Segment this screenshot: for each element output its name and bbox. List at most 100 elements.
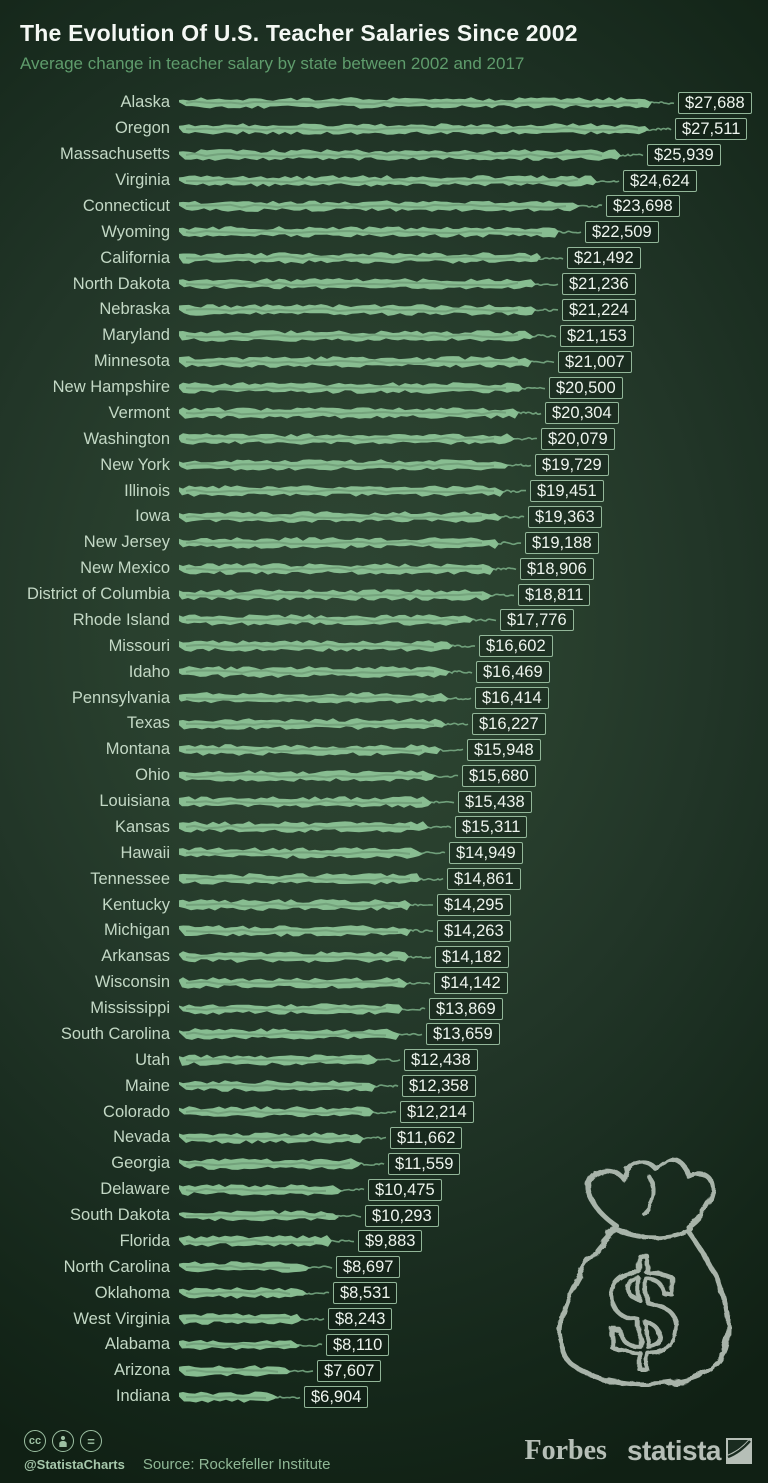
state-label: Oklahoma: [94, 1283, 170, 1302]
value-label: $14,263: [437, 919, 511, 942]
bar-row: Mississippi $13,869: [0, 996, 768, 1022]
bar: [179, 847, 446, 860]
state-label: Colorado: [103, 1102, 170, 1121]
value-label: $20,304: [545, 402, 619, 425]
bar-row: Hawaii $14,949: [0, 840, 768, 866]
value-label: $21,492: [567, 247, 641, 270]
bar-row: Rhode Island $17,776: [0, 608, 768, 634]
page-subtitle: Average change in teacher salary by stat…: [20, 54, 525, 73]
bar: [179, 536, 522, 549]
value-label: $8,110: [326, 1333, 390, 1356]
bar-row: North Carolina $8,697: [0, 1254, 768, 1280]
value-label: $21,153: [560, 324, 634, 347]
state-label: Minnesota: [93, 352, 170, 371]
bar: [179, 1080, 399, 1092]
state-label: North Dakota: [72, 274, 170, 293]
state-label: New Jersey: [83, 533, 170, 552]
state-label: Arkansas: [101, 947, 170, 966]
value-label: $21,236: [562, 273, 636, 296]
attribution-icon: [52, 1430, 74, 1452]
value-label: $14,182: [435, 945, 509, 968]
state-label: Indiana: [115, 1387, 170, 1406]
state-label: New Hampshire: [52, 378, 170, 397]
bar-rows: Alaska $27,688 Oregon $27,511 Massachuse…: [0, 90, 768, 1410]
state-label: Kentucky: [102, 895, 170, 914]
bar: [179, 330, 557, 342]
state-label: Iowa: [135, 507, 170, 526]
state-label: Virginia: [115, 171, 170, 190]
bar: [179, 200, 603, 213]
bar-row: Virginia $24,624: [0, 168, 768, 194]
state-label: Wyoming: [101, 222, 170, 241]
state-label: Washington: [83, 429, 170, 448]
bar-row: Illinois $19,451: [0, 478, 768, 504]
bar-row: Maine $12,358: [0, 1073, 768, 1099]
bar-row: South Dakota $10,293: [0, 1203, 768, 1229]
state-label: Alaska: [120, 93, 170, 112]
bar-row: Kentucky $14,295: [0, 892, 768, 918]
bar: [179, 278, 559, 290]
value-label: $12,438: [404, 1049, 478, 1072]
bar: [179, 148, 644, 161]
value-label: $19,363: [528, 505, 602, 528]
bar: [179, 925, 434, 937]
bar: [179, 718, 469, 730]
bar: [179, 640, 476, 653]
state-label: New Mexico: [80, 559, 170, 578]
state-label: Pennsylvania: [71, 688, 170, 707]
chart-header: The Evolution Of U.S. Teacher Salaries S…: [20, 20, 748, 74]
state-label: Illinois: [124, 481, 170, 500]
state-label: North Carolina: [63, 1257, 170, 1276]
bar-row: Arizona $7,607: [0, 1358, 768, 1384]
svg-text:$: $: [600, 1235, 687, 1381]
state-label: Hawaii: [120, 843, 170, 862]
bar: [179, 873, 444, 886]
bar: [179, 899, 434, 911]
statista-logo: statista: [627, 1435, 752, 1467]
bar: [179, 407, 542, 420]
value-label: $16,602: [479, 635, 553, 658]
state-label: Vermont: [108, 403, 170, 422]
bar-row: Colorado $12,214: [0, 1099, 768, 1125]
value-label: $14,861: [447, 868, 521, 891]
value-label: $21,007: [558, 350, 632, 373]
bar: [179, 769, 459, 782]
value-label: $23,698: [606, 195, 680, 218]
page-title: The Evolution Of U.S. Teacher Salaries S…: [20, 20, 578, 46]
value-label: $20,079: [541, 428, 615, 451]
forbes-logo: Forbes: [524, 1435, 607, 1466]
bar-row: Oregon $27,511: [0, 116, 768, 142]
bar: [179, 588, 515, 601]
bar: [179, 1365, 314, 1377]
bar: [179, 1391, 301, 1403]
state-label: Idaho: [128, 662, 170, 681]
bar-row: Oklahoma $8,531: [0, 1280, 768, 1306]
value-label: $11,559: [388, 1152, 461, 1175]
state-label: Connecticut: [82, 196, 170, 215]
bar-row: Texas $16,227: [0, 711, 768, 737]
bar-row: Kansas $15,311: [0, 815, 768, 841]
state-label: Massachusetts: [59, 145, 170, 164]
cc-icon: cc: [24, 1430, 46, 1452]
bar: [179, 1339, 323, 1351]
bar-row: Connecticut $23,698: [0, 194, 768, 220]
bar: [179, 433, 538, 446]
bar: [179, 743, 464, 756]
value-label: $16,469: [476, 661, 550, 684]
state-label: California: [100, 248, 170, 267]
bar: [179, 381, 546, 394]
value-label: $12,214: [400, 1101, 474, 1124]
bar-row: New York $19,729: [0, 452, 768, 478]
state-label: Alabama: [104, 1335, 170, 1354]
bar: [179, 304, 559, 316]
state-label: Maryland: [102, 326, 170, 345]
statista-logo-mark: [726, 1438, 752, 1464]
value-label: $8,531: [333, 1282, 398, 1305]
bar: [179, 1313, 325, 1325]
bar-row: Alabama $8,110: [0, 1332, 768, 1358]
bar-row: Pennsylvania $16,414: [0, 685, 768, 711]
bar-row: Iowa $19,363: [0, 504, 768, 530]
bar-row: Arkansas $14,182: [0, 944, 768, 970]
bar: [179, 1028, 423, 1041]
value-label: $11,662: [390, 1126, 463, 1149]
